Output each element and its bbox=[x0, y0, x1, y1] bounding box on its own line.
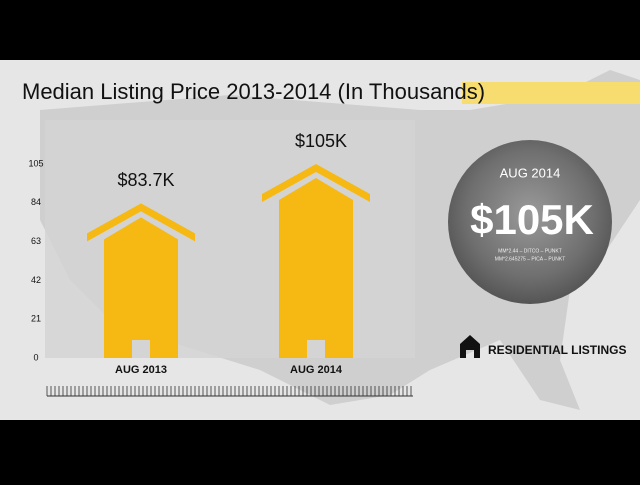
plot-panel bbox=[45, 120, 415, 358]
house-roof bbox=[262, 164, 370, 202]
chart-title: Median Listing Price 2013-2014 (In Thous… bbox=[22, 79, 485, 104]
letterbox bbox=[0, 420, 640, 480]
y-tick-label: 84 bbox=[31, 197, 41, 207]
y-tick-label: 0 bbox=[33, 352, 38, 362]
house-door bbox=[307, 340, 325, 358]
letterbox bbox=[0, 0, 640, 60]
house-door bbox=[132, 340, 150, 358]
ruler bbox=[46, 386, 413, 397]
y-tick-label: 105 bbox=[28, 158, 43, 168]
logo-icon bbox=[460, 335, 480, 358]
callout-value: $105K bbox=[470, 196, 594, 243]
y-tick-label: 63 bbox=[31, 236, 41, 246]
y-tick-label: 21 bbox=[31, 314, 41, 324]
bar bbox=[279, 178, 353, 358]
callout-circle bbox=[448, 140, 612, 304]
y-tick-label: 42 bbox=[31, 275, 41, 285]
x-tick-label: AUG 2014 bbox=[290, 364, 343, 376]
callout-note: MM*2.645275 – PICA – PUNKT bbox=[495, 256, 566, 262]
logo-text: RESIDENTIAL LISTINGS bbox=[488, 343, 626, 357]
callout-note: MM*2.44 – DITCO – PUNKT bbox=[498, 248, 562, 254]
callout-title: AUG 2014 bbox=[500, 165, 561, 180]
x-tick-label: AUG 2013 bbox=[115, 364, 167, 376]
value-label: $83.7K bbox=[117, 170, 174, 190]
house-roof bbox=[87, 203, 195, 242]
title-accent bbox=[462, 82, 640, 104]
bar bbox=[104, 217, 178, 358]
value-label: $105K bbox=[295, 131, 347, 151]
